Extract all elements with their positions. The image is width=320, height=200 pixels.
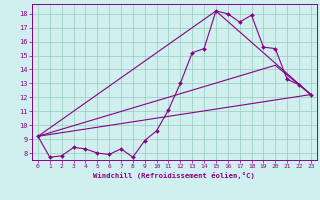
X-axis label: Windchill (Refroidissement éolien,°C): Windchill (Refroidissement éolien,°C)	[93, 172, 255, 179]
